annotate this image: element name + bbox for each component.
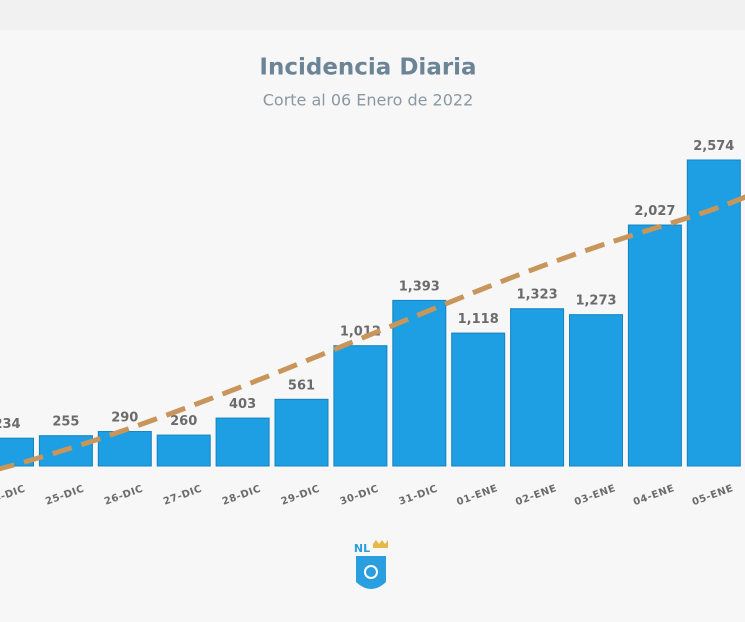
value-label: 290	[111, 411, 138, 426]
value-label: 1,323	[517, 288, 558, 303]
bar	[569, 314, 623, 467]
value-label: 1,273	[575, 294, 616, 309]
logo-text: NL	[354, 542, 370, 555]
bar	[627, 224, 682, 467]
chart-subtitle: Corte al 06 Enero de 2022	[263, 91, 474, 110]
bar	[392, 299, 447, 467]
bar	[451, 332, 506, 467]
logo-figure	[364, 565, 378, 579]
bar	[97, 431, 152, 467]
chart-title: Incidencia Diaria	[259, 55, 476, 81]
value-label: 2,574	[693, 139, 734, 154]
bar	[215, 417, 270, 467]
value-label: 234	[0, 417, 21, 432]
value-label: 1,118	[458, 312, 499, 327]
bar	[686, 159, 741, 467]
trendline	[0, 194, 745, 472]
bar	[156, 434, 211, 467]
value-label: 1,393	[399, 279, 440, 294]
bar	[510, 308, 565, 467]
logo-shield	[356, 556, 386, 589]
value-label: 561	[288, 378, 315, 393]
logo: NL	[354, 540, 388, 589]
value-label: 255	[52, 415, 79, 430]
bar	[274, 398, 329, 467]
value-label: 260	[170, 414, 197, 429]
value-label: 403	[229, 397, 256, 412]
logo-crown	[373, 540, 388, 548]
bar	[333, 345, 388, 467]
value-label: 2,027	[634, 204, 675, 219]
